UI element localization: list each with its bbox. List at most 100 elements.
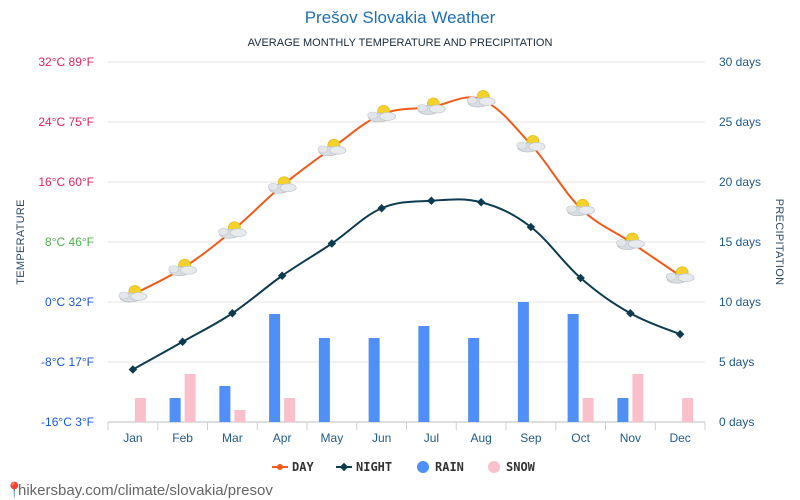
partly-cloudy-icon — [267, 176, 297, 194]
partly-cloudy-icon — [317, 138, 347, 157]
temperature-tick-label: -8°C 17°F — [41, 355, 94, 369]
cloud-shape — [267, 182, 279, 191]
legend-label: SNOW — [506, 460, 536, 474]
partly-cloudy-icon — [218, 221, 247, 239]
night-point — [626, 309, 635, 318]
night-point — [277, 271, 287, 280]
cloud-shape — [229, 228, 247, 238]
night-point — [128, 365, 138, 374]
cloud-shape — [367, 111, 378, 120]
precipitation-axis-title: PRECIPITATION — [773, 199, 785, 286]
cloud-shape — [218, 227, 229, 236]
legend-label: RAIN — [435, 460, 464, 474]
cloud-shape — [130, 292, 148, 301]
rain-bar — [169, 398, 181, 422]
legend-circle-marker — [488, 461, 500, 473]
partly-cloudy-icon — [516, 135, 546, 153]
temperature-axis-title: TEMPERATURE — [15, 199, 27, 285]
cloud-shape — [168, 265, 179, 274]
cloud-shape — [566, 205, 577, 214]
cloud-shape — [516, 141, 528, 150]
night-point — [476, 198, 486, 207]
precipitation-tick-label: 30 days — [719, 55, 761, 69]
temperature-tick-label: 24°C 75°F — [38, 115, 94, 129]
legend-diamond-marker — [339, 462, 349, 472]
location-pin-icon: 📍 — [5, 481, 24, 499]
cloud-shape — [428, 104, 446, 114]
precipitation-tick-label: 0 days — [719, 415, 754, 429]
cloud-shape — [528, 142, 546, 151]
temperature-tick-label: -16°C 3°F — [41, 415, 94, 429]
rain-bar — [368, 338, 380, 422]
precipitation-tick-label: 20 days — [719, 175, 761, 189]
rain-bar — [567, 314, 579, 422]
precipitation-tick-label: 25 days — [719, 115, 761, 129]
cloud-shape — [317, 145, 329, 154]
chart-title: Prešov Slovakia Weather — [305, 8, 496, 27]
cloud-shape — [578, 205, 596, 215]
night-point — [576, 273, 585, 283]
snow-bar — [234, 410, 246, 422]
legend-item-rain: RAIN — [417, 460, 464, 474]
partly-cloudy-icon — [665, 266, 695, 284]
temperature-tick-label: 0°C 32°F — [45, 295, 94, 309]
month-tick-label: Sep — [520, 431, 542, 445]
rain-bar — [617, 398, 629, 422]
day-line — [132, 96, 681, 296]
temperature-tick-label: 32°C 89°F — [38, 55, 94, 69]
legend-item-snow: SNOW — [488, 460, 536, 474]
footer-watermark[interactable]: 📍 hikersbay.com/climate/slovakia/presov — [5, 481, 273, 499]
precipitation-tick-label: 5 days — [719, 355, 754, 369]
cloud-shape — [180, 265, 198, 275]
cloud-shape — [279, 183, 297, 193]
cloud-shape — [478, 97, 496, 106]
temperature-markers — [118, 90, 695, 374]
snow-bar — [134, 398, 146, 422]
legend-label: NIGHT — [356, 460, 392, 474]
cloud-shape — [677, 273, 695, 283]
snow-bar — [632, 374, 644, 422]
night-point — [228, 309, 237, 318]
rain-bar — [418, 326, 430, 422]
month-tick-label: Jan — [123, 431, 142, 445]
partly-cloudy-icon — [417, 97, 446, 115]
partly-cloudy-icon — [616, 232, 645, 250]
legend-circle-marker — [417, 461, 429, 473]
snow-bar — [582, 398, 594, 422]
partly-cloudy-icon — [367, 105, 397, 123]
legend-item-day: DAY — [272, 460, 314, 474]
month-tick-label: Apr — [273, 431, 292, 445]
watermark-link[interactable]: hikersbay.com/climate/slovakia/presov — [18, 482, 273, 499]
cloud-shape — [417, 104, 428, 112]
precipitation-tick-label: 10 days — [719, 295, 761, 309]
month-axis: Jan Feb Mar Apr May Jun Jul Aug Sep Oct Nov Dec — [107, 422, 706, 445]
rain-bar — [517, 302, 529, 422]
night-point — [178, 337, 187, 346]
temperature-tick-label: 16°C 60°F — [38, 175, 94, 189]
temperature-lines — [132, 96, 681, 371]
rain-bar — [318, 338, 330, 422]
cloud-shape — [616, 239, 627, 247]
precipitation-bars — [134, 302, 694, 422]
partly-cloudy-icon — [168, 258, 198, 277]
rain-bar — [269, 314, 281, 422]
night-point — [427, 196, 436, 205]
cloud-shape — [118, 291, 130, 300]
night-point — [327, 239, 337, 248]
month-tick-label: Oct — [571, 431, 590, 445]
night-point — [377, 204, 386, 213]
precipitation-axis: 30 days 25 days 20 days 15 days 10 days 5 day… — [719, 55, 761, 429]
partly-cloudy-icon — [566, 198, 596, 217]
night-line — [132, 198, 681, 371]
cloud-shape — [627, 239, 645, 249]
cloud-shape — [665, 272, 677, 281]
cloud-shape — [466, 96, 478, 105]
legend-item-night: NIGHT — [336, 460, 392, 474]
chart-subtitle: AVERAGE MONTHLY TEMPERATURE AND PRECIPIT… — [248, 37, 553, 49]
month-tick-label: Feb — [172, 431, 193, 445]
cloud-shape — [329, 145, 347, 155]
snow-bar — [284, 398, 296, 422]
month-tick-label: May — [321, 431, 344, 445]
month-tick-label: Aug — [470, 431, 491, 445]
